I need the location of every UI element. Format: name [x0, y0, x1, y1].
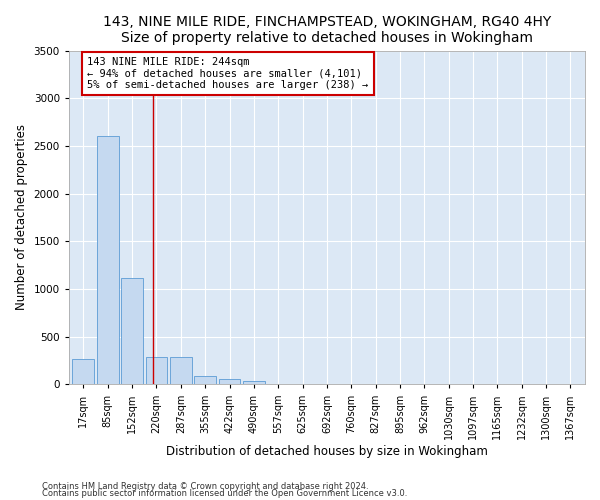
X-axis label: Distribution of detached houses by size in Wokingham: Distribution of detached houses by size … — [166, 444, 488, 458]
Text: Contains HM Land Registry data © Crown copyright and database right 2024.: Contains HM Land Registry data © Crown c… — [42, 482, 368, 491]
Bar — [170, 357, 192, 384]
Title: 143, NINE MILE RIDE, FINCHAMPSTEAD, WOKINGHAM, RG40 4HY
Size of property relativ: 143, NINE MILE RIDE, FINCHAMPSTEAD, WOKI… — [103, 15, 551, 45]
Text: 143 NINE MILE RIDE: 244sqm
← 94% of detached houses are smaller (4,101)
5% of se: 143 NINE MILE RIDE: 244sqm ← 94% of deta… — [87, 57, 368, 90]
Bar — [97, 136, 119, 384]
Bar — [73, 358, 94, 384]
Bar — [194, 376, 216, 384]
Bar — [243, 380, 265, 384]
Y-axis label: Number of detached properties: Number of detached properties — [15, 124, 28, 310]
Text: Contains public sector information licensed under the Open Government Licence v3: Contains public sector information licen… — [42, 489, 407, 498]
Bar — [218, 378, 241, 384]
Bar — [121, 278, 143, 384]
Bar — [146, 357, 167, 384]
